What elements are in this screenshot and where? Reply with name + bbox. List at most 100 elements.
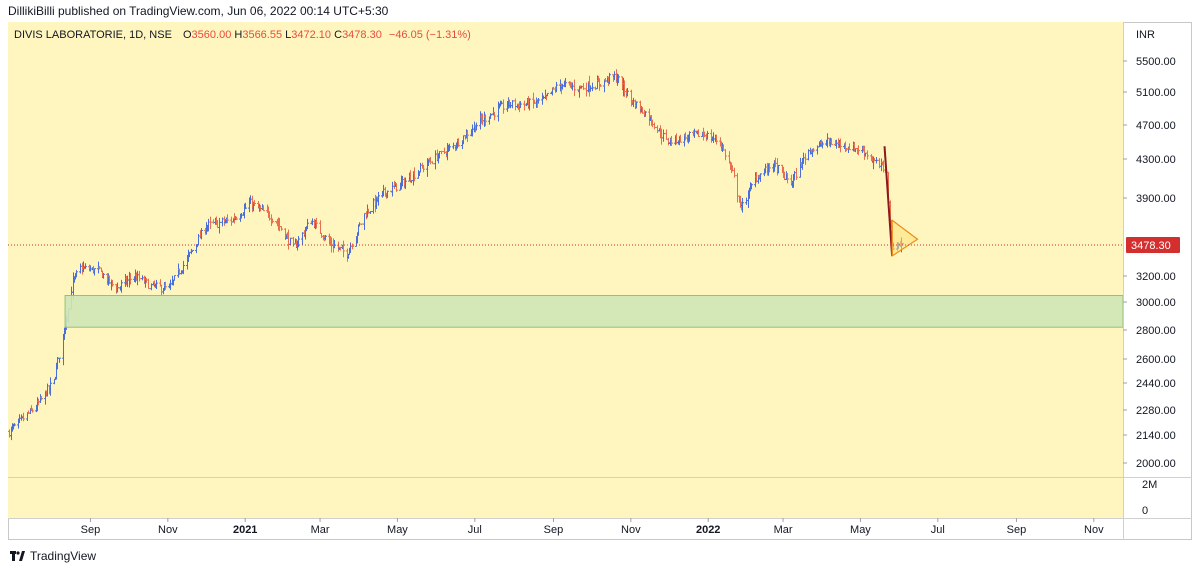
price-chart[interactable]: INR 5500.00 5100.00 4700.00 4300.00 3900.00 3… xyxy=(8,22,1192,540)
time-tick-label: May xyxy=(850,524,871,536)
price-tick-label: 3900.00 xyxy=(1136,193,1176,205)
ohlc-bar xyxy=(431,161,434,165)
ohlc-bar xyxy=(555,81,558,93)
ohlc-bar xyxy=(821,141,824,149)
ohlc-bar xyxy=(564,77,567,88)
symbol-legend[interactable]: DIVIS LABORATORIE, 1D, NSE O3560.00 H356… xyxy=(14,29,471,41)
price-tick-label: 5100.00 xyxy=(1136,87,1176,99)
support-zone[interactable] xyxy=(64,295,1124,328)
price-tick-label: 3000.00 xyxy=(1136,297,1176,309)
price-tick-label: 4700.00 xyxy=(1136,120,1176,132)
open-value: 3560.00 xyxy=(191,29,232,41)
ohlc-bar xyxy=(93,268,96,276)
ohlc-bar xyxy=(84,263,87,269)
ohlc-bar xyxy=(377,192,380,206)
ohlc-bar xyxy=(218,217,221,234)
ohlc-bar xyxy=(617,74,620,84)
last-price-badge xyxy=(1126,236,1180,253)
ohlc-bar xyxy=(289,237,292,245)
tradingview-logo-icon xyxy=(10,551,25,561)
time-tick-label: Nov xyxy=(1084,524,1104,536)
high-label: H xyxy=(234,29,243,41)
ohlc-bar xyxy=(102,273,105,279)
ohlc-bar xyxy=(866,150,869,160)
last-price-label: 3478.30 xyxy=(1126,236,1180,253)
footer-brand[interactable]: TradingView xyxy=(10,549,96,563)
low-label: L xyxy=(285,29,292,41)
ohlc-bar xyxy=(244,202,247,210)
ohlc-bar xyxy=(315,217,318,229)
price-axis[interactable]: 5500.00 5100.00 4700.00 4300.00 3900.00 3200.… xyxy=(1123,56,1176,470)
ohlc-bar xyxy=(209,216,212,230)
plot-background xyxy=(8,22,1123,477)
ohlc-bar xyxy=(582,83,585,90)
ohlc-bar xyxy=(795,167,798,180)
ohlc-bar xyxy=(147,278,150,290)
ohlc-bar xyxy=(386,190,389,199)
ohlc-bar xyxy=(662,129,665,142)
time-tick-label: May xyxy=(387,524,408,536)
support-zone-layer xyxy=(64,295,1124,328)
time-tick-label: Nov xyxy=(158,524,178,536)
ohlc-bar xyxy=(253,200,256,206)
ohlc-bar xyxy=(111,280,114,287)
price-tick-label: 2600.00 xyxy=(1136,354,1176,366)
time-axis[interactable]: Sep Nov 2021 Mar May Jul Sep Nov 2022 Mar May Jul Se… xyxy=(81,518,1104,536)
ohlc-bar xyxy=(786,172,789,184)
ohlc-bar xyxy=(670,136,673,147)
last-price-value: 3478.30 xyxy=(1131,240,1171,252)
ohlc-bar xyxy=(440,150,443,155)
ohlc-bar xyxy=(599,84,602,87)
ohlc-bar xyxy=(724,149,727,161)
price-tick-label: 2140.00 xyxy=(1136,430,1176,442)
ohlc-bar xyxy=(848,143,851,151)
close-label: C xyxy=(334,29,343,41)
ohlc-bar xyxy=(457,138,460,147)
time-tick-label: Sep xyxy=(81,524,101,536)
time-tick-label: 2021 xyxy=(233,524,257,536)
ohlc-bar xyxy=(688,131,691,142)
triangle-pattern[interactable] xyxy=(891,219,919,258)
published-by-line: DillikiBilli published on TradingView.co… xyxy=(8,4,389,18)
ohlc-bar xyxy=(182,260,185,275)
ohlc-bar xyxy=(271,218,274,224)
currency-label: INR xyxy=(1136,29,1155,41)
ohlc-bar xyxy=(715,134,718,145)
ohlc-bar xyxy=(200,228,203,240)
ohlc-bar xyxy=(40,395,43,401)
ohlc-bar xyxy=(306,218,309,230)
ohlc-bar xyxy=(173,275,176,281)
ohlc-bar xyxy=(191,249,194,252)
ohlc-bar xyxy=(519,101,522,109)
ohlc-bar xyxy=(635,101,638,109)
ohlc-bar xyxy=(58,357,61,363)
price-tick-label: 5500.00 xyxy=(1136,56,1176,68)
ohlc-bar xyxy=(626,87,629,97)
time-tick-label: Sep xyxy=(1007,524,1027,536)
ohlc-bar xyxy=(741,198,744,213)
ohlc-bar xyxy=(422,164,425,173)
ohlc-bar xyxy=(857,145,860,156)
time-tick-label: Jul xyxy=(931,524,945,536)
ohlc-bar xyxy=(502,99,505,114)
trend-drop-line[interactable] xyxy=(883,146,894,257)
ohlc-bar xyxy=(511,100,514,109)
ohlc-bar xyxy=(679,134,682,143)
ohlc-bar xyxy=(351,243,354,250)
ohlc-bar xyxy=(839,138,842,153)
ohlc-bar xyxy=(546,92,549,97)
volume-tick-label: 0 xyxy=(1142,505,1148,517)
ohlc-bar xyxy=(164,281,167,290)
price-tick-label: 4300.00 xyxy=(1136,154,1176,166)
ohlc-bar xyxy=(573,79,576,97)
volume-axis: 2M 0 xyxy=(1142,479,1157,517)
ohlc-bar xyxy=(484,114,487,127)
ohlc-bar xyxy=(777,164,780,174)
ohlc-bar xyxy=(528,98,531,111)
ohlc-bar xyxy=(804,153,807,165)
price-tick-label: 3200.00 xyxy=(1136,271,1176,283)
close-value: 3478.30 xyxy=(342,29,382,41)
time-tick-label: Nov xyxy=(621,524,641,536)
price-tick-label: 2440.00 xyxy=(1136,378,1176,390)
ohlc-bar xyxy=(22,412,25,422)
